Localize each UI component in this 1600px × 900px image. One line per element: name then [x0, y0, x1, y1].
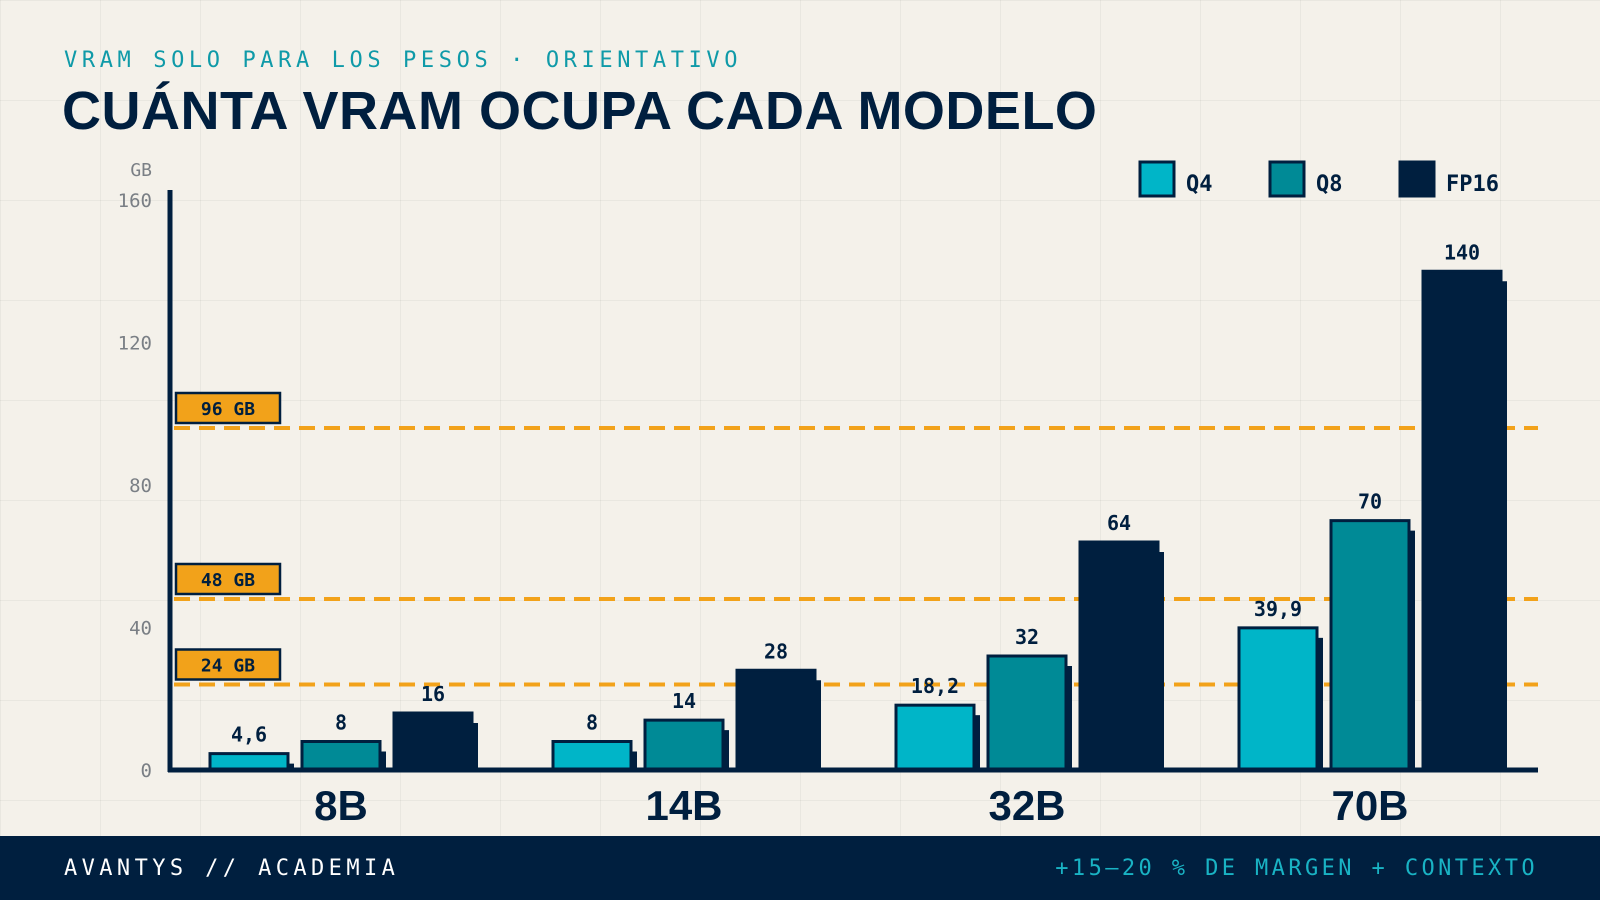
- bar-fp16-32b: [1078, 540, 1160, 772]
- legend-label: Q8: [1316, 172, 1343, 197]
- legend-swatch-fp16: [1398, 160, 1436, 198]
- bar-q8-32b: [986, 654, 1068, 772]
- bar-value-label: 8: [335, 711, 347, 735]
- bar-value-label: 70: [1358, 490, 1382, 514]
- x-category-label: 32B: [988, 782, 1065, 829]
- bar-q4-70b: [1237, 626, 1319, 772]
- x-category-label: 14B: [645, 782, 722, 829]
- bar-q8-8b: [300, 740, 382, 772]
- footer-brand: AVANTYS // ACADEMIA: [64, 856, 400, 881]
- vram-bar-chart: GB 0 40 80 120 160 24 GB 48 GB 96 GB 4,6 8 16 8B 8 14 2…: [118, 160, 1538, 829]
- reference-tag-96: [174, 391, 282, 425]
- x-category-label: 8B: [314, 782, 368, 829]
- reference-tag-label: 96 GB: [201, 399, 255, 420]
- bar-value-label: 28: [764, 639, 788, 663]
- footer-bar: AVANTYS // ACADEMIA +15–20 % DE MARGEN +…: [0, 836, 1600, 900]
- y-tick-label: 160: [118, 190, 152, 212]
- bar-value-label: 32: [1015, 625, 1039, 649]
- bar-value-label: 8: [586, 711, 598, 735]
- bar-q4-14b: [551, 740, 633, 772]
- legend-swatch-q4: [1138, 160, 1176, 198]
- bar-fp16-14b: [735, 668, 817, 772]
- bar-value-label: 140: [1444, 240, 1480, 264]
- bar-q8-14b: [643, 718, 725, 772]
- y-tick-label: 120: [118, 333, 152, 355]
- bar-value-label: 16: [421, 682, 445, 706]
- reference-tag-label: 48 GB: [201, 570, 255, 591]
- y-tick-label: 80: [129, 475, 152, 497]
- legend-label: Q4: [1186, 172, 1213, 197]
- chart-title: CUÁNTA VRAM OCUPA CADA MODELO: [62, 81, 1098, 141]
- bar-fp16-8b: [392, 711, 474, 772]
- y-axis-unit-label: GB: [130, 160, 152, 181]
- bar-value-label: 14: [672, 689, 696, 713]
- legend-swatch-q8: [1268, 160, 1306, 198]
- y-tick-label: 40: [129, 618, 152, 640]
- bar-value-label: 18,2: [911, 674, 959, 698]
- footer-note: +15–20 % DE MARGEN + CONTEXTO: [1055, 856, 1538, 881]
- x-category-label: 70B: [1331, 782, 1408, 829]
- bar-value-label: 39,9: [1254, 597, 1302, 621]
- legend-label: FP16: [1446, 172, 1499, 197]
- reference-tag-24: [174, 648, 282, 681]
- bar-q8-70b: [1329, 519, 1411, 772]
- bar-value-label: 64: [1107, 511, 1131, 535]
- reference-tag-48: [174, 562, 282, 596]
- bar-value-label: 4,6: [231, 723, 267, 747]
- y-tick-label: 0: [141, 760, 152, 782]
- bar-q4-32b: [894, 703, 976, 772]
- chart-kicker: VRAM SOLO PARA LOS PESOS · ORIENTATIVO: [64, 48, 743, 73]
- bar-fp16-70b: [1421, 269, 1503, 772]
- reference-tag-label: 24 GB: [201, 656, 255, 677]
